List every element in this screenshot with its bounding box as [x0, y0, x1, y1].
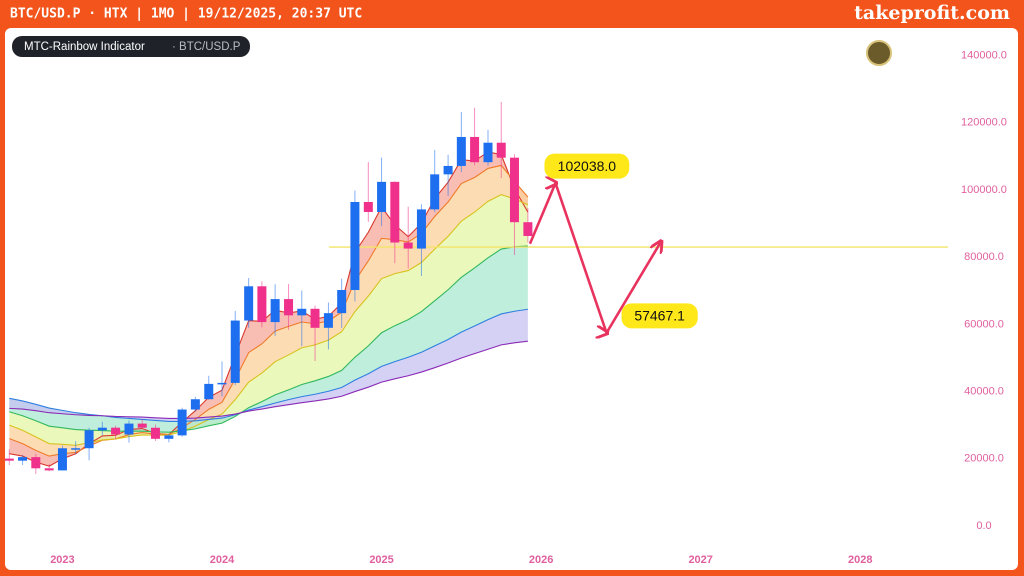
rainbow-line — [9, 340, 528, 419]
annotation-box — [544, 153, 630, 179]
candle-body — [84, 430, 94, 449]
candle-body — [18, 457, 28, 461]
candle-body — [230, 320, 240, 383]
candle-body — [244, 286, 254, 321]
rainbow-fill — [9, 165, 528, 457]
indicator-symbol: · BTC/USD.P — [172, 41, 241, 53]
y-tick-label: 20000.0 — [964, 453, 1004, 465]
candle-body — [124, 423, 134, 435]
candle-body — [509, 157, 519, 223]
candle-body — [443, 165, 453, 175]
candle-body — [270, 299, 280, 323]
candle-body — [416, 209, 426, 249]
candle-body — [523, 222, 533, 236]
candle-body — [323, 313, 333, 328]
indicator-pill — [12, 36, 250, 57]
candle-body — [204, 383, 214, 400]
rainbow-line — [9, 194, 529, 446]
candle-body — [5, 458, 14, 461]
candle-body — [190, 399, 200, 410]
candle-body — [31, 457, 41, 469]
candle-body — [337, 290, 347, 314]
header-title: BTC/USD.P · HTX | 1MO | 19/12/2025, 20:3… — [10, 7, 362, 22]
plot-area — [5, 101, 948, 474]
candle-body — [284, 299, 294, 316]
candle-body — [44, 468, 54, 471]
indicator-name: MTC-Rainbow Indicator — [24, 41, 145, 53]
y-tick-label: 60000.0 — [964, 318, 1004, 330]
candle-body — [150, 427, 160, 439]
candle-body — [57, 448, 67, 471]
brand: takeprofit.com — [854, 2, 1010, 24]
annotation-box — [621, 303, 698, 329]
rainbow-line — [9, 164, 529, 457]
candle-body — [456, 136, 466, 166]
x-tick-label: 2027 — [688, 554, 712, 566]
annotation-label: 102038.0 — [558, 158, 617, 174]
candle-body — [470, 136, 480, 163]
y-tick-label: 40000.0 — [964, 385, 1004, 397]
x-tick-label: 2024 — [210, 554, 235, 566]
y-tick-label: 80000.0 — [964, 251, 1004, 263]
x-tick-label: 2026 — [529, 554, 553, 566]
rainbow-fill — [9, 194, 528, 446]
candle-body — [164, 435, 174, 439]
y-tick-label: 0.0 — [976, 520, 991, 532]
rainbow-line — [9, 151, 529, 467]
candle-body — [496, 142, 506, 158]
candle-body — [363, 202, 373, 213]
x-tick-label: 2025 — [369, 554, 393, 566]
candle-body — [430, 174, 440, 210]
candle-body — [71, 448, 81, 450]
avatar — [866, 40, 892, 66]
x-tick-label: 2023 — [50, 554, 74, 566]
candle-body — [97, 427, 107, 431]
x-tick-label: 2028 — [848, 554, 872, 566]
candle-body — [403, 242, 413, 249]
annotation-label: 57467.1 — [634, 308, 685, 324]
candle-body — [137, 423, 147, 428]
overlay: 0.0 20000.0 40000.0 60000.0 80000.0 100000.0 1… — [50, 49, 1007, 565]
candle-body — [310, 308, 320, 328]
candle-body — [217, 382, 227, 385]
candle-body — [297, 308, 307, 316]
candle-body — [350, 202, 360, 291]
y-tick-label: 120000.0 — [961, 117, 1007, 129]
rainbow-line — [9, 245, 528, 433]
candle-body — [111, 427, 121, 435]
candle-body — [177, 409, 187, 436]
candle-body — [257, 286, 267, 323]
projection-path — [528, 183, 661, 333]
candle-body — [377, 181, 387, 213]
candle-body — [390, 181, 400, 243]
candle-body — [483, 142, 493, 163]
y-tick-label: 100000.0 — [961, 184, 1007, 196]
y-tick-label: 140000.0 — [961, 49, 1007, 61]
